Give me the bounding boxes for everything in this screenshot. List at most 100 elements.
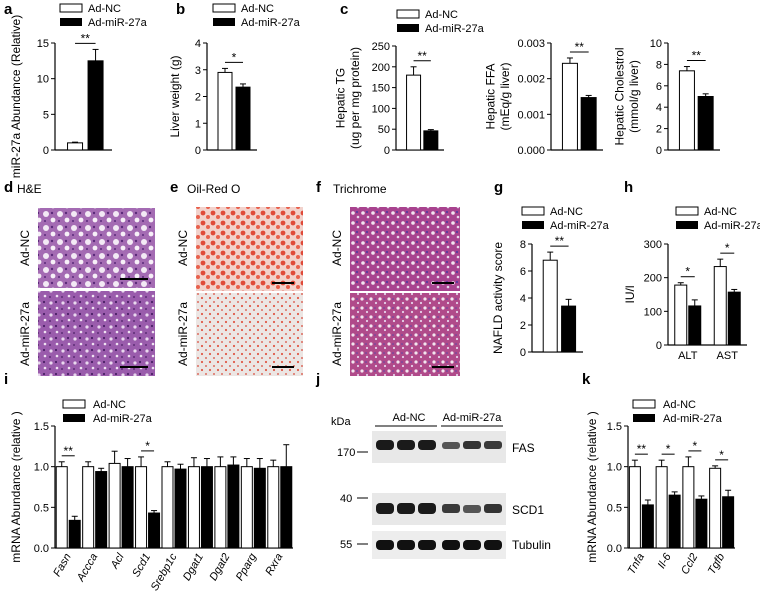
y-tick-label: 0.003: [517, 38, 545, 50]
blot-band: [397, 503, 415, 514]
bar-mir: [200, 466, 213, 549]
bar-mir: [87, 60, 104, 151]
y-tick-label: 1.0: [607, 462, 622, 474]
y-axis-label: IU/l: [623, 286, 637, 304]
oil-image-nc: [196, 207, 303, 291]
category-label: Fasn: [51, 552, 74, 579]
blot-protein-tubulin: Tubulin: [512, 538, 551, 552]
y-tick-label: 2: [195, 92, 201, 104]
y-tick-label: 250: [372, 41, 390, 53]
y-tick-label: 0: [656, 145, 662, 157]
bar-mir: [174, 468, 187, 549]
y-tick-label: 300: [644, 239, 662, 251]
y-tick-label: 6: [656, 81, 662, 93]
blot-band: [418, 503, 436, 514]
category-label: Rxra: [263, 552, 285, 578]
blot-bands-tubulin: [376, 540, 502, 550]
y-tick-label: 2: [656, 124, 662, 136]
legend-label-nc: Ad-NC: [704, 206, 737, 218]
tri-row-label-mir: Ad-miR-27a: [330, 302, 344, 366]
category-label: Il-6: [656, 551, 674, 571]
bar-nc: [709, 467, 722, 549]
blot-marker-40: 40: [340, 493, 352, 505]
panel-label-i: i: [4, 371, 8, 388]
he-image-nc: [38, 208, 155, 288]
legend-swatch-mir: [522, 221, 544, 229]
significance-label: **: [555, 234, 565, 248]
legend-swatch-nc: [62, 399, 86, 409]
y-tick-label: 6: [520, 266, 526, 278]
category-label: ALT: [678, 350, 698, 362]
blot-band: [442, 504, 460, 513]
bar-mir: [68, 519, 81, 549]
significance-label: **: [64, 444, 74, 458]
y-tick-label: 1.5: [34, 421, 49, 433]
chart-h: 0 100 200 300 IU/l * ALT * AST: [623, 239, 747, 362]
y-tick-label: 0: [384, 145, 390, 157]
bar-nc: [682, 466, 695, 549]
y-tick-label: 0.002: [517, 74, 545, 86]
blot-strip-scd1: [372, 493, 506, 525]
legend-swatch-nc: [675, 206, 699, 216]
chart-c3: 0 2 4 6 8 10 Hepatic Cholestrol(mmol/g liver) *…: [612, 38, 720, 157]
y-tick-label: 100: [372, 103, 390, 115]
blot-band: [463, 441, 481, 449]
y-axis-label: Hepatic TG(ug per mg protein): [333, 47, 361, 149]
bar-mir: [695, 498, 708, 549]
y-tick-label: 15: [37, 38, 49, 50]
y-tick-label: 0.0: [34, 543, 49, 555]
blot-bands-scd1: [376, 503, 502, 514]
y-tick-label: 3: [195, 65, 201, 77]
legend-label-nc: Ad-NC: [425, 9, 458, 21]
legend-swatch-mir: [676, 221, 698, 229]
y-tick-label: 4: [520, 293, 526, 305]
bar-mir: [280, 466, 293, 549]
significance-label: *: [685, 265, 690, 279]
y-tick-label: 2: [520, 320, 526, 332]
tri-row-label-nc: Ad-NC: [330, 230, 344, 266]
chart-c1: 0 50 100 150 200 250 Hepatic TG(ug per mg prot…: [333, 41, 444, 157]
significance-label: **: [637, 442, 647, 456]
y-tick-label: 4: [195, 38, 201, 50]
blot-band: [397, 440, 415, 450]
oil-images: Ad-NC Ad-miR-27a: [176, 207, 303, 376]
bar-mir: [722, 496, 735, 549]
y-axis-label: Hepatic FFA(mEq/g liver): [483, 62, 511, 130]
legend-label-nc: Ad-NC: [93, 399, 126, 411]
significance-label: *: [145, 439, 150, 453]
bar-nc: [135, 466, 148, 549]
blot-marker-55: 55: [340, 539, 352, 551]
y-tick-label: 0.0: [607, 543, 622, 555]
category-label: Pparg: [234, 551, 260, 583]
y-tick-label: 1.0: [34, 462, 49, 474]
legend-g: Ad-NC Ad-miR-27a: [521, 206, 610, 232]
bar-mir: [423, 130, 439, 151]
he-images: Ad-NC Ad-miR-27a: [18, 208, 155, 376]
category-label: AST: [717, 350, 739, 362]
panel-label-d: d: [4, 179, 13, 196]
chart-a: 0 5 10 15 miR-27a Abundance (Relative) **: [9, 15, 112, 178]
legend-swatch-mir: [213, 18, 235, 26]
panel-label-h: h: [624, 179, 633, 196]
y-tick-label: 0.001: [517, 109, 545, 121]
legend-swatch-mir: [63, 414, 85, 422]
blot-band: [376, 440, 394, 450]
y-tick-label: 0: [195, 145, 201, 157]
panel-label-a: a: [4, 1, 13, 18]
bar-nc: [214, 466, 227, 549]
legend-swatch-nc: [632, 399, 656, 409]
bar-nc: [161, 466, 174, 549]
bar-nc: [267, 466, 280, 549]
legend-k: Ad-NC Ad-miR-27a: [632, 399, 723, 425]
y-tick-label: 1: [195, 118, 201, 130]
legend-label-mir: Ad-miR-27a: [241, 17, 301, 29]
bar-nc: [55, 466, 68, 549]
y-tick-label: 5: [43, 109, 49, 121]
y-axis-label: NAFLD activity score: [491, 242, 505, 354]
western-blot: kDa Ad-NC Ad-miR-27a 170 40 55: [331, 412, 551, 559]
y-tick-label: 0.5: [607, 502, 622, 514]
panel-label-e: e: [170, 179, 178, 196]
y-tick-label: 8: [656, 59, 662, 71]
